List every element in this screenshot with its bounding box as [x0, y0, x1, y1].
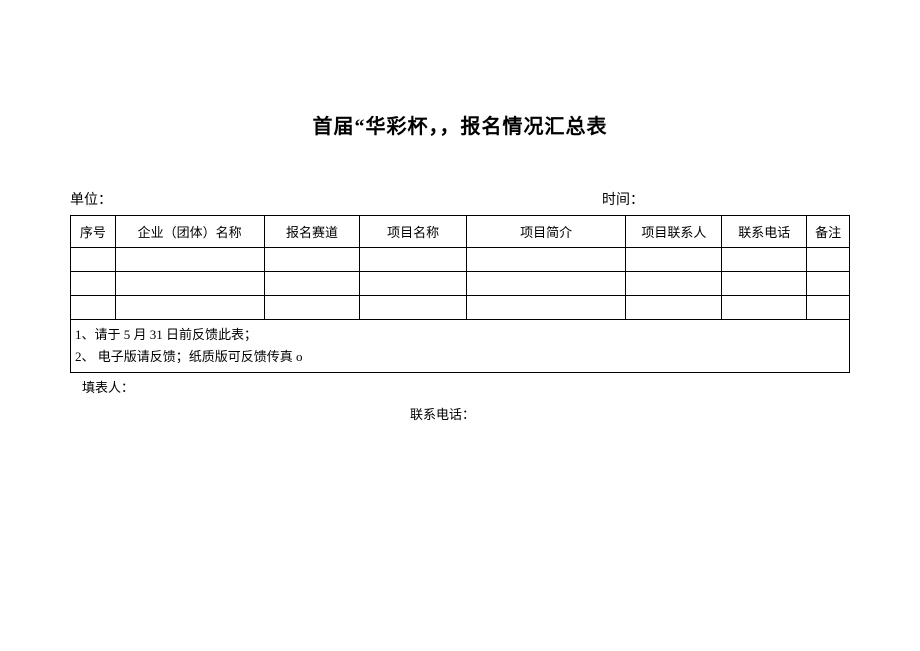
cell — [71, 296, 116, 320]
cell — [807, 248, 850, 272]
cell — [722, 248, 807, 272]
table-row — [71, 248, 850, 272]
col-header-phone: 联系电话 — [722, 216, 807, 248]
unit-label: 单位： — [70, 189, 112, 209]
cell — [807, 272, 850, 296]
cell — [264, 248, 360, 272]
cell — [722, 272, 807, 296]
cell — [722, 296, 807, 320]
cell — [264, 272, 360, 296]
col-header-intro: 项目简介 — [466, 216, 626, 248]
col-header-remark: 备注 — [807, 216, 850, 248]
document-title: 首届“华彩杯，，报名情况汇总表 — [70, 110, 850, 139]
cell — [360, 272, 466, 296]
col-header-company: 企业（团体）名称 — [115, 216, 264, 248]
cell — [466, 296, 626, 320]
meta-row: 单位： 时间： — [70, 189, 850, 209]
cell — [115, 248, 264, 272]
cell — [115, 296, 264, 320]
col-header-track: 报名赛道 — [264, 216, 360, 248]
contact-phone-label: 联系电话： — [70, 404, 850, 423]
cell — [360, 296, 466, 320]
notes-row: 1、请于 5 月 31 日前反馈此表； 2、 电子版请反馈；纸质版可反馈传真 o — [71, 320, 850, 373]
cell — [626, 296, 722, 320]
col-header-seq: 序号 — [71, 216, 116, 248]
filler-label: 填表人： — [70, 377, 850, 396]
table-header-row: 序号 企业（团体）名称 报名赛道 项目名称 项目简介 项目联系人 联系电话 备注 — [71, 216, 850, 248]
col-header-contact: 项目联系人 — [626, 216, 722, 248]
cell — [466, 272, 626, 296]
document-page: 首届“华彩杯，，报名情况汇总表 单位： 时间： 序号 企业（团体）名称 报名赛道… — [0, 0, 920, 423]
notes-cell: 1、请于 5 月 31 日前反馈此表； 2、 电子版请反馈；纸质版可反馈传真 o — [71, 320, 850, 373]
cell — [807, 296, 850, 320]
cell — [115, 272, 264, 296]
cell — [626, 272, 722, 296]
cell — [466, 248, 626, 272]
cell — [71, 248, 116, 272]
registration-table: 序号 企业（团体）名称 报名赛道 项目名称 项目简介 项目联系人 联系电话 备注 — [70, 215, 850, 373]
cell — [360, 248, 466, 272]
time-label: 时间： — [602, 189, 644, 209]
cell — [264, 296, 360, 320]
col-header-project: 项目名称 — [360, 216, 466, 248]
table-row — [71, 296, 850, 320]
cell — [71, 272, 116, 296]
table-row — [71, 272, 850, 296]
cell — [626, 248, 722, 272]
